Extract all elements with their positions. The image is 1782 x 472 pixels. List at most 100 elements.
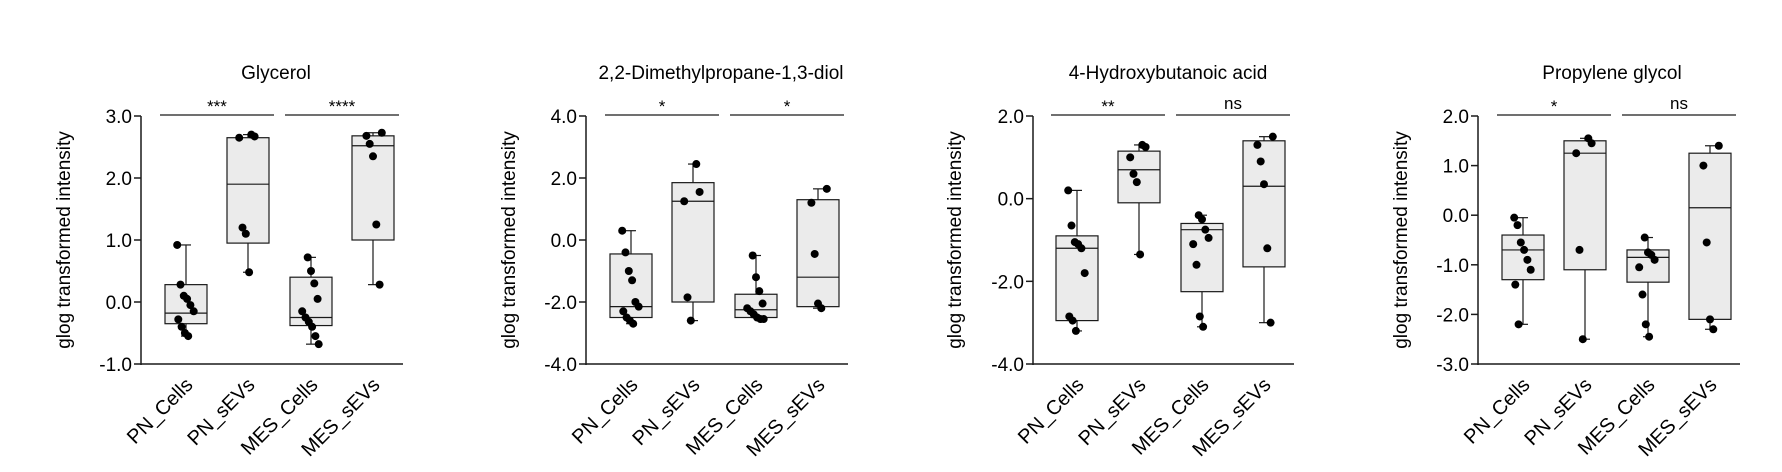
- data-point: [1260, 180, 1268, 189]
- significance-label: *: [659, 97, 666, 116]
- y-tick-label: 0.0: [106, 293, 132, 314]
- data-point: [1199, 322, 1208, 331]
- significance-label: **: [1101, 97, 1115, 116]
- data-point: [1526, 265, 1535, 274]
- data-point: [1635, 263, 1644, 272]
- data-point: [1132, 178, 1141, 187]
- data-point: [1080, 269, 1089, 278]
- data-point: [683, 293, 692, 302]
- data-point: [629, 319, 638, 328]
- y-tick-label: -1.0: [99, 355, 132, 376]
- data-point: [1129, 169, 1138, 178]
- data-point: [1516, 238, 1525, 247]
- y-tick-label: 2.0: [106, 169, 132, 190]
- data-point: [628, 276, 637, 285]
- y-tick-label: 3.0: [106, 107, 132, 128]
- y-tick-label: -4.0: [991, 355, 1024, 376]
- data-point: [810, 249, 819, 258]
- y-axis-label: glog transformed intensity: [499, 131, 520, 349]
- data-point: [817, 304, 826, 313]
- y-tick-label: 0.0: [998, 190, 1024, 211]
- data-point: [1141, 143, 1150, 151]
- significance-label: ***: [207, 97, 227, 116]
- y-tick-label: -3.0: [1436, 355, 1469, 376]
- panel-dimethylpropanediol: 2,2-Dimethylpropane-1,3-diol glog transf…: [499, 63, 848, 461]
- box-iqr: [1688, 152, 1732, 320]
- y-tick-label: 0.0: [551, 231, 577, 252]
- data-point: [308, 322, 317, 331]
- data-point: [307, 267, 315, 275]
- y-axis-label: glog transformed intensity: [945, 131, 966, 349]
- data-point: [1641, 320, 1650, 329]
- y-tick-label: -4.0: [544, 355, 577, 376]
- data-point: [189, 307, 198, 316]
- data-point: [369, 152, 377, 161]
- y-tick-label: 0.0: [1443, 206, 1469, 227]
- data-point: [235, 133, 244, 142]
- data-point: [1268, 132, 1277, 141]
- y-tick-label: 2.0: [1443, 107, 1469, 128]
- data-point: [758, 299, 767, 308]
- data-point: [314, 340, 323, 349]
- box-iqr: [1117, 150, 1161, 204]
- box-iqr: [1055, 235, 1099, 322]
- data-point: [1510, 213, 1519, 222]
- data-point: [1253, 140, 1262, 149]
- data-point: [1064, 186, 1073, 195]
- data-point: [1587, 139, 1596, 148]
- data-point: [1266, 318, 1275, 327]
- data-point: [621, 248, 630, 257]
- data-point: [362, 131, 371, 140]
- data-point: [1575, 245, 1584, 254]
- data-point: [1578, 335, 1587, 344]
- data-point: [752, 273, 760, 282]
- data-point: [1523, 255, 1532, 264]
- data-point: [755, 287, 764, 296]
- data-point: [686, 316, 695, 325]
- data-point: [173, 240, 182, 249]
- data-point: [184, 332, 193, 341]
- data-point: [1572, 149, 1581, 158]
- data-point: [1702, 238, 1711, 247]
- box-iqr: [609, 253, 653, 319]
- y-tick-label: -2.0: [991, 272, 1024, 293]
- data-point: [1706, 315, 1714, 324]
- data-point: [250, 132, 259, 141]
- data-point: [241, 229, 250, 238]
- data-point: [311, 332, 320, 341]
- box-iqr: [671, 182, 715, 303]
- data-point: [1071, 326, 1080, 335]
- data-point: [1195, 312, 1204, 321]
- panel-title: 4-Hydroxybutanoic acid: [1069, 63, 1268, 84]
- data-point: [759, 315, 768, 324]
- data-point: [1192, 260, 1201, 269]
- significance-label: ns: [1670, 94, 1688, 113]
- data-point: [1204, 233, 1213, 242]
- data-point: [372, 220, 381, 229]
- data-point: [619, 307, 628, 316]
- data-point: [375, 280, 384, 289]
- data-point: [1699, 161, 1708, 170]
- data-point: [680, 197, 689, 206]
- data-point: [183, 294, 192, 303]
- data-point: [365, 139, 374, 148]
- data-point: [377, 128, 386, 137]
- panel-title: Glycerol: [241, 63, 311, 84]
- data-point: [176, 280, 185, 289]
- data-point: [1513, 221, 1522, 230]
- data-point: [822, 184, 831, 193]
- box-iqr: [1563, 140, 1607, 271]
- data-point: [1077, 244, 1086, 253]
- data-point: [245, 268, 254, 277]
- y-tick-label: -2.0: [1436, 305, 1469, 326]
- panel-title: Propylene glycol: [1542, 63, 1681, 84]
- y-axis-label: glog transformed intensity: [54, 131, 75, 349]
- y-tick-label: -2.0: [544, 293, 577, 314]
- data-point: [1638, 290, 1647, 299]
- y-tick-label: 1.0: [1443, 157, 1469, 178]
- data-point: [238, 223, 247, 232]
- panel-title: 2,2-Dimethylpropane-1,3-diol: [598, 63, 843, 84]
- data-point: [1068, 316, 1077, 325]
- data-point: [748, 251, 757, 260]
